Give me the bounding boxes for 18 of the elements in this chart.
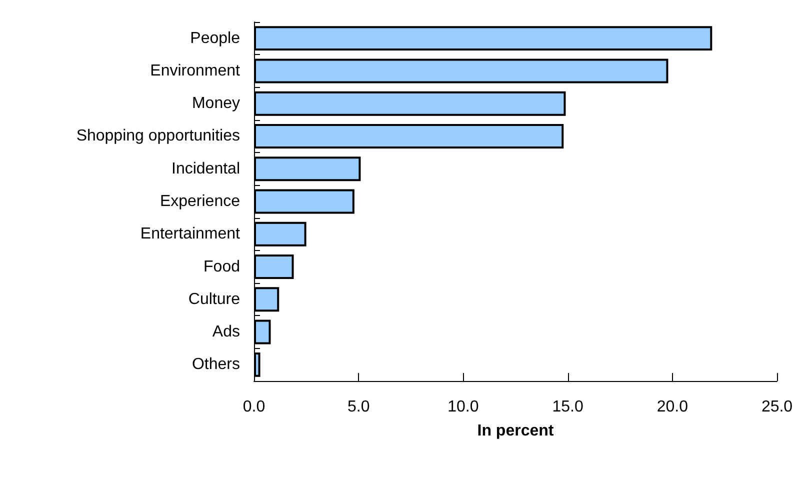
x-tick-label: 25.0 [761, 398, 793, 416]
x-axis-title: In percent [477, 422, 554, 440]
y-tick-label: Culture [188, 290, 240, 308]
y-tick-label: People [190, 30, 240, 47]
y-tick-label: Incidental [172, 160, 240, 178]
y-tick-label: Entertainment [140, 226, 241, 243]
x-tick-label: 15.0 [552, 398, 584, 416]
y-tick-label: Environment [150, 62, 241, 80]
x-tick-label: 0.0 [242, 398, 266, 416]
x-tick-label: 20.0 [656, 398, 688, 416]
x-tick-label: 5.0 [347, 398, 370, 416]
y-tick-label: Shopping opportunities [76, 128, 240, 145]
x-tick-label: 10.0 [448, 398, 479, 416]
y-tick-label: Experience [160, 193, 240, 210]
y-tick-label: Ads [212, 324, 240, 341]
y-tick-label: Food [204, 258, 240, 276]
y-tick-label: Others [192, 356, 240, 374]
y-tick-label: Money [192, 95, 240, 112]
